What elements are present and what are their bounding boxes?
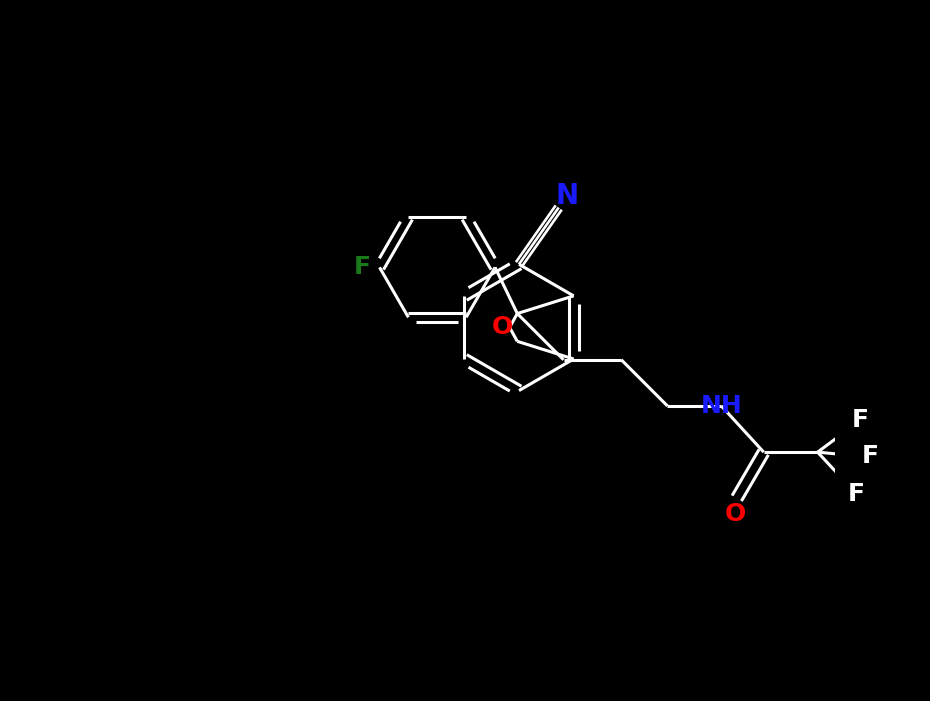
Text: NH: NH <box>700 394 742 418</box>
Text: F: F <box>852 408 869 432</box>
Text: O: O <box>491 315 512 339</box>
Text: F: F <box>847 482 865 507</box>
Text: O: O <box>724 502 746 526</box>
Text: F: F <box>354 255 371 280</box>
Text: F: F <box>861 444 879 468</box>
Text: N: N <box>555 182 578 210</box>
